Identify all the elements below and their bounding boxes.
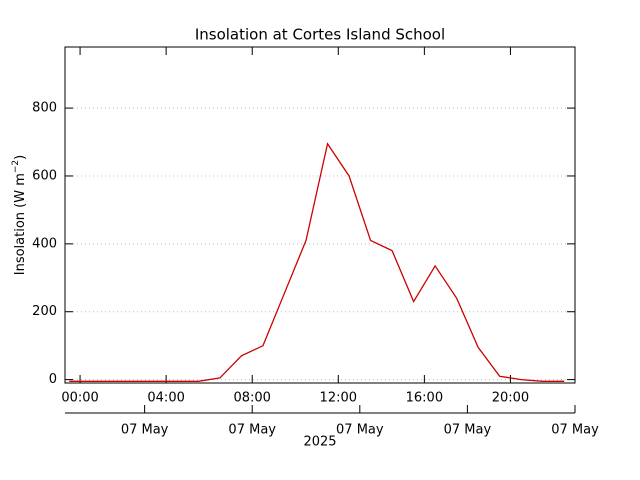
x2-tick-label: 07 May	[228, 423, 276, 438]
y-axis-label-part: )	[13, 155, 28, 160]
x2-axis-label: 2025	[303, 435, 336, 450]
x2-tick-label: 07 May	[121, 423, 169, 438]
y-tick-label: 400	[32, 236, 57, 251]
x-tick-label: 20:00	[492, 391, 529, 406]
data-line	[69, 142, 565, 382]
y-axis-label-part: Insolation (W m	[13, 173, 28, 275]
chart-title: Insolation at Cortes Island School	[195, 26, 445, 44]
x2-tick-label: 07 May	[336, 423, 384, 438]
y-axis-label: Insolation (W m−2)	[11, 155, 28, 276]
x-tick-label: 00:00	[61, 391, 98, 406]
y-tick-label: 600	[32, 168, 57, 183]
x-tick-label: 12:00	[320, 391, 357, 406]
y-tick-label: 0	[49, 372, 57, 387]
x-tick-label: 08:00	[233, 391, 270, 406]
y-tick-label: 800	[32, 101, 57, 116]
y-axis-label-part: −2	[11, 160, 21, 173]
x-tick-label: 16:00	[406, 391, 443, 406]
x-tick-label: 04:00	[147, 391, 184, 406]
y-tick-label: 200	[32, 304, 57, 319]
plot-frame	[64, 46, 576, 384]
x2-tick-label: 07 May	[551, 423, 599, 438]
x2-tick-label: 07 May	[444, 423, 492, 438]
